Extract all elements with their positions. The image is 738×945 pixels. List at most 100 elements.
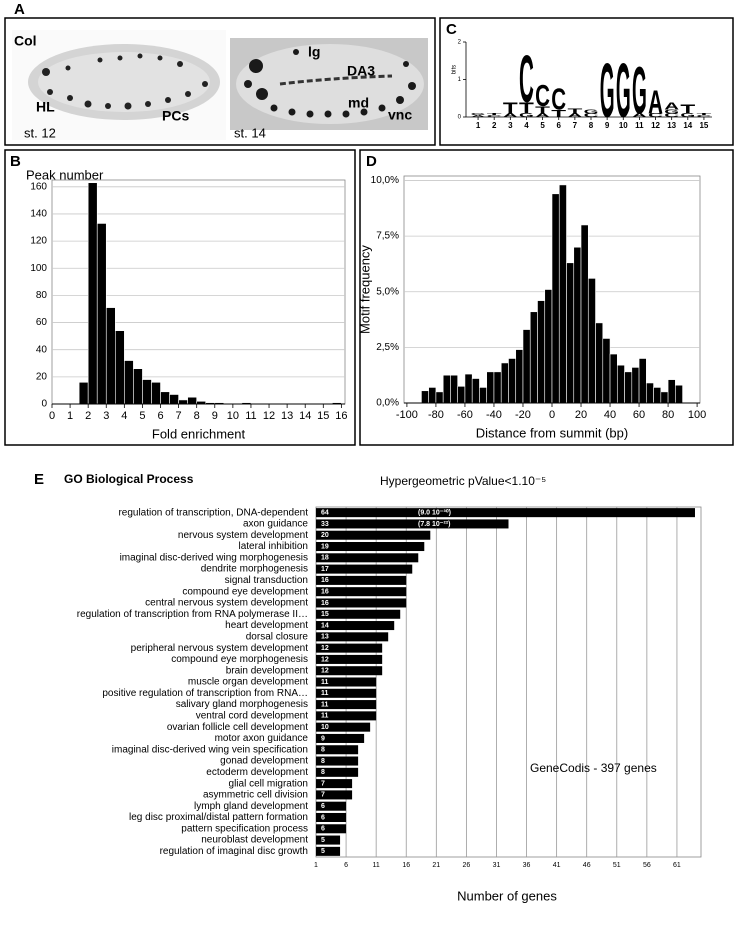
- x-tick-label: 61: [673, 862, 681, 869]
- y-tick-label: 5,0%: [376, 286, 399, 297]
- bar: [558, 184, 567, 404]
- value-label: 16: [321, 600, 329, 607]
- logo-letter: T: [535, 105, 550, 116]
- bar: [493, 371, 502, 404]
- panel-a-frame: [4, 17, 436, 146]
- x-tick-label: 7: [176, 410, 182, 422]
- bar: [464, 373, 473, 404]
- category-label: muscle organ development: [188, 677, 308, 688]
- value-label: 17: [321, 566, 329, 573]
- category-label: signal transduction: [225, 575, 308, 586]
- x-tick-label: 0: [49, 410, 55, 422]
- value-label: 6: [321, 826, 325, 833]
- value-label: 12: [321, 668, 329, 675]
- bar: [316, 542, 425, 552]
- x-tick-label: 6: [344, 862, 348, 869]
- bar: [479, 387, 488, 404]
- x-tick-label: 12: [263, 410, 275, 422]
- x-tick-label: 4: [524, 121, 529, 130]
- category-label: ventral cord development: [196, 711, 309, 722]
- x-tick-label: 16: [402, 862, 410, 869]
- bar: [316, 654, 383, 664]
- x-tick-label: 9: [605, 121, 610, 130]
- label-hl: HL: [36, 99, 55, 115]
- x-axis-label: Fold enrichment: [152, 426, 246, 441]
- x-tick-label: 56: [643, 862, 651, 869]
- annotation: GeneCodis - 397 genes: [530, 761, 657, 775]
- y-tick-label: 80: [36, 290, 48, 301]
- bar-annotation: (9.0 10⁻³⁰): [418, 508, 451, 516]
- x-tick-label: 6: [557, 121, 562, 130]
- y-tick-label: 100: [30, 263, 47, 274]
- bar: [660, 391, 669, 404]
- bar: [537, 300, 546, 404]
- x-tick-label: 2: [85, 410, 91, 422]
- category-label: imaginal disc-derived wing morphogenesis: [120, 552, 308, 563]
- logo-letter: A: [503, 113, 518, 119]
- bar: [316, 632, 389, 642]
- logo-letter: G: [600, 47, 615, 133]
- bar: [316, 722, 371, 732]
- logo-letter: G: [584, 109, 599, 115]
- value-label: 19: [321, 543, 329, 550]
- category-label: peripheral nervous system development: [131, 643, 309, 654]
- value-label: 11: [321, 679, 329, 686]
- bar: [631, 367, 640, 404]
- label-pcs: PCs: [162, 108, 189, 124]
- y-tick-label: 0: [41, 399, 47, 410]
- value-label: 6: [321, 814, 325, 821]
- logo-letter: T: [551, 109, 566, 120]
- x-tick-label: 5: [139, 410, 145, 422]
- category-label: imaginal disc-derived wing vein specific…: [112, 744, 308, 755]
- label-col: Col: [14, 33, 37, 49]
- x-tick-label: 5: [540, 121, 545, 130]
- category-label: leg disc proximal/distal pattern formati…: [129, 812, 308, 823]
- x-tick-label: 21: [432, 862, 440, 869]
- label-stage: st. 12: [24, 125, 56, 140]
- category-label: axon guidance: [243, 519, 308, 530]
- value-label: 20: [321, 532, 329, 539]
- logo-letter: T: [487, 113, 502, 116]
- bar: [316, 756, 359, 766]
- bar: [133, 368, 143, 405]
- y-tick-label: 60: [36, 317, 48, 328]
- bar: [316, 575, 407, 585]
- bar: [638, 358, 647, 404]
- y-tick-label: 140: [30, 209, 47, 220]
- bar: [616, 364, 625, 404]
- bar: [316, 621, 395, 631]
- category-label: glial cell migration: [229, 778, 308, 789]
- category-label: lymph gland development: [194, 801, 308, 812]
- x-tick-label: -40: [486, 409, 502, 421]
- category-label: ectoderm development: [206, 767, 308, 778]
- x-tick-label: 1: [67, 410, 73, 422]
- bar: [609, 353, 618, 404]
- logo-letter: G: [616, 47, 631, 133]
- value-label: 13: [321, 634, 329, 641]
- bar: [566, 262, 575, 404]
- panel-letter: D: [366, 153, 377, 170]
- logo-letter: A: [567, 113, 582, 119]
- logo-letter: A: [664, 101, 680, 112]
- bar: [142, 379, 152, 405]
- bar: [529, 311, 538, 404]
- bar: [316, 643, 383, 653]
- bar: [87, 182, 98, 405]
- value-label: 10: [321, 724, 329, 731]
- logo-letter: A: [535, 113, 550, 119]
- logo-letter: G: [664, 109, 679, 115]
- panel-b-frame: [4, 149, 356, 446]
- value-label: 6: [321, 803, 325, 810]
- y-tick-label: 120: [30, 236, 47, 247]
- bar: [667, 379, 676, 404]
- logo-letter: T: [697, 113, 712, 116]
- x-tick-label: 10: [619, 121, 628, 130]
- x-tick-label: 12: [651, 121, 660, 130]
- bar: [515, 349, 524, 404]
- bar: [602, 338, 611, 404]
- y-axis-label: bits: [452, 65, 458, 74]
- chart-title: GO Biological Process: [64, 472, 194, 486]
- value-label: 9: [321, 735, 325, 742]
- logo-letter: T: [503, 99, 518, 116]
